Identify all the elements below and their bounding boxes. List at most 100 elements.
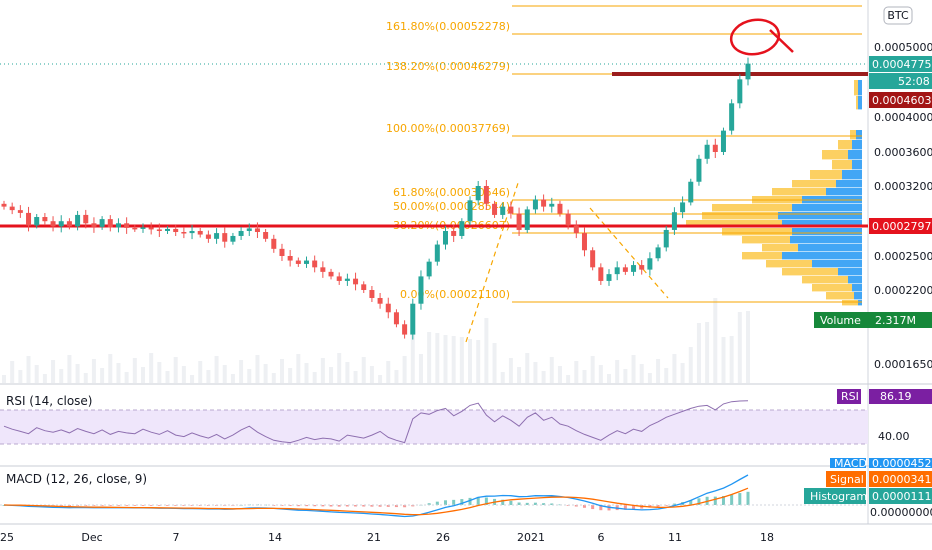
volume-bar	[607, 374, 612, 383]
currency-badge-text: BTC	[887, 9, 909, 22]
candle-body	[99, 219, 105, 227]
candle-body	[737, 79, 743, 104]
candle-body	[541, 199, 547, 207]
macd-hist-bar	[689, 500, 693, 505]
candle-body	[91, 223, 97, 227]
rsi-badge: RSI 86.19	[837, 389, 932, 404]
candle-body	[639, 265, 645, 270]
macd-hist-bar	[370, 505, 374, 507]
macd-hist-bar	[599, 505, 603, 511]
candle-body	[279, 248, 285, 256]
volume-bar	[181, 366, 186, 383]
candle-body	[336, 276, 342, 281]
volume-bar	[418, 354, 423, 383]
signal-badge-value: 0.00003410	[872, 473, 932, 486]
volume-bar	[296, 354, 301, 383]
volume-bar	[271, 373, 276, 383]
macd-hist-bar	[182, 505, 186, 506]
volume-bar	[688, 347, 693, 383]
volume-bar	[557, 366, 562, 383]
candle-body	[483, 186, 489, 204]
volume-bar	[75, 364, 80, 383]
candle-body	[508, 206, 514, 214]
rsi-axis-tick: 40.00	[878, 430, 910, 443]
candle-body	[524, 209, 530, 230]
volume-profile-blue	[812, 260, 862, 268]
candle-body	[500, 206, 506, 215]
time-tick-label: 18	[760, 531, 774, 544]
time-tick-label: 14	[268, 531, 282, 544]
volume-bar	[394, 370, 399, 383]
volume-bar	[34, 365, 39, 383]
support-price-badge: 0.00027971	[869, 218, 932, 234]
candle-body	[704, 144, 710, 159]
macd-hist-bar	[550, 503, 554, 505]
macd-badge: MACD 0.00004527	[830, 457, 932, 470]
volume-bar	[492, 343, 497, 383]
volume-bar	[476, 340, 481, 383]
candle-body	[663, 229, 669, 248]
volume-profile-blue	[782, 252, 862, 260]
candle-body	[671, 212, 677, 230]
macd-hist-bar	[108, 505, 112, 506]
volume-bar	[59, 369, 64, 383]
resistance-price-text: 0.00046033	[872, 94, 932, 107]
candle-body	[475, 186, 481, 201]
time-tick-label: 21	[367, 531, 381, 544]
macd-hist-bar	[632, 505, 636, 510]
volume-bar	[10, 361, 15, 383]
red-circle-annotation	[729, 18, 794, 56]
volume-bar	[680, 363, 685, 383]
candle-body	[434, 244, 440, 262]
candle-body	[115, 223, 121, 228]
volume-bar	[108, 354, 113, 383]
macd-hist-bar	[394, 505, 398, 508]
histogram-badge: Histogram 0.00001117	[804, 488, 932, 504]
currency-badge[interactable]: BTC	[883, 6, 913, 25]
volume-bar	[222, 365, 227, 383]
macd-hist-bar	[468, 497, 472, 505]
candle-body	[263, 232, 269, 239]
candle-body	[581, 233, 587, 251]
macd-hist-bar	[157, 505, 161, 506]
volume-profile-yellow	[838, 140, 852, 150]
candle-body	[50, 221, 56, 227]
volume-bar	[345, 362, 350, 383]
candle-body	[189, 230, 195, 234]
volume-bar	[410, 329, 415, 383]
macd-hist-bar	[141, 505, 145, 506]
candle-body	[156, 229, 162, 231]
volume-bar	[140, 367, 145, 383]
resistance-price-badge: 0.00046033	[869, 92, 932, 108]
volume-bar	[598, 365, 603, 383]
macd-histogram	[0, 491, 868, 511]
macd-hist-bar	[672, 503, 676, 505]
volume-bar	[402, 356, 407, 383]
volume-profile-blue	[838, 268, 862, 276]
volume-bar	[508, 358, 513, 383]
volume-profile-yellow	[850, 130, 856, 140]
candle-body	[614, 267, 620, 275]
candle-body	[385, 303, 391, 313]
volume-profile-blue	[842, 170, 862, 180]
rsi-title: RSI (14, close)	[6, 394, 92, 408]
candle-body	[165, 228, 171, 231]
macd-hist-bar	[321, 505, 325, 507]
volume-bar	[713, 298, 718, 383]
volume-bar	[214, 356, 219, 383]
macd-hist-bar	[59, 505, 63, 507]
macd-hist-bar	[125, 505, 129, 506]
volume-bar	[737, 312, 742, 383]
macd-hist-bar	[411, 505, 415, 507]
candle-body	[696, 158, 702, 182]
volume-label: Volume	[820, 314, 861, 327]
volume-bar	[615, 360, 620, 383]
volume-bar	[91, 359, 96, 383]
macd-hist-bar	[452, 499, 456, 505]
candle-body	[680, 202, 686, 213]
volume-bar	[705, 322, 710, 383]
macd-hist-bar	[476, 496, 480, 505]
candle-body	[34, 217, 40, 226]
